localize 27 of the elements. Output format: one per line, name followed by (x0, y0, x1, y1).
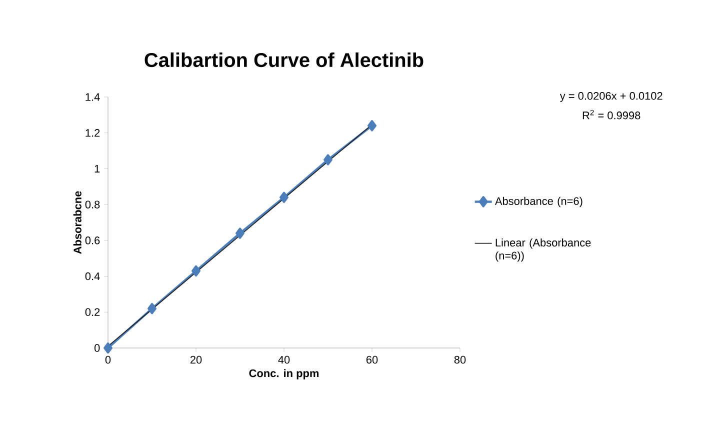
legend-label: Linear (Absorbance (n=6)) (496, 238, 591, 262)
point (104, 342, 112, 354)
point (324, 154, 332, 166)
y-tick-label: 0.2 (85, 308, 100, 316)
point (192, 265, 200, 277)
point (368, 120, 376, 132)
point (148, 302, 156, 314)
y-tick-label: 0.6 (85, 236, 100, 244)
y-tick-label: 1.2 (86, 129, 100, 137)
x-tick-label: 0 (105, 356, 111, 364)
x-axis-title: Conc. in ppm (249, 369, 319, 380)
point (280, 192, 288, 203)
x-tick-label: 20 (190, 356, 202, 364)
x-tick-label: 60 (366, 356, 378, 364)
y-tick-label: 0.4 (85, 272, 100, 280)
y-tick-label: 0.8 (85, 200, 100, 208)
text: y = 0.0206x + 0.0102 (560, 92, 662, 102)
y-axis-title: Absorabcne (73, 191, 82, 254)
legend-label: Absorbance (n=6) (494, 196, 582, 208)
y-tick-label: 1.4 (86, 93, 100, 101)
y-tick-label: 0 (94, 344, 100, 352)
y-tick-label: 1 (94, 164, 100, 172)
x-tick-label: 80 (454, 356, 466, 364)
x-tick-label: 40 (278, 356, 290, 364)
text: R$^{2}$ = 0.9998 (582, 110, 640, 120)
point (236, 228, 244, 239)
chart-title: Calibartion Curve of Alectinib (144, 52, 424, 68)
